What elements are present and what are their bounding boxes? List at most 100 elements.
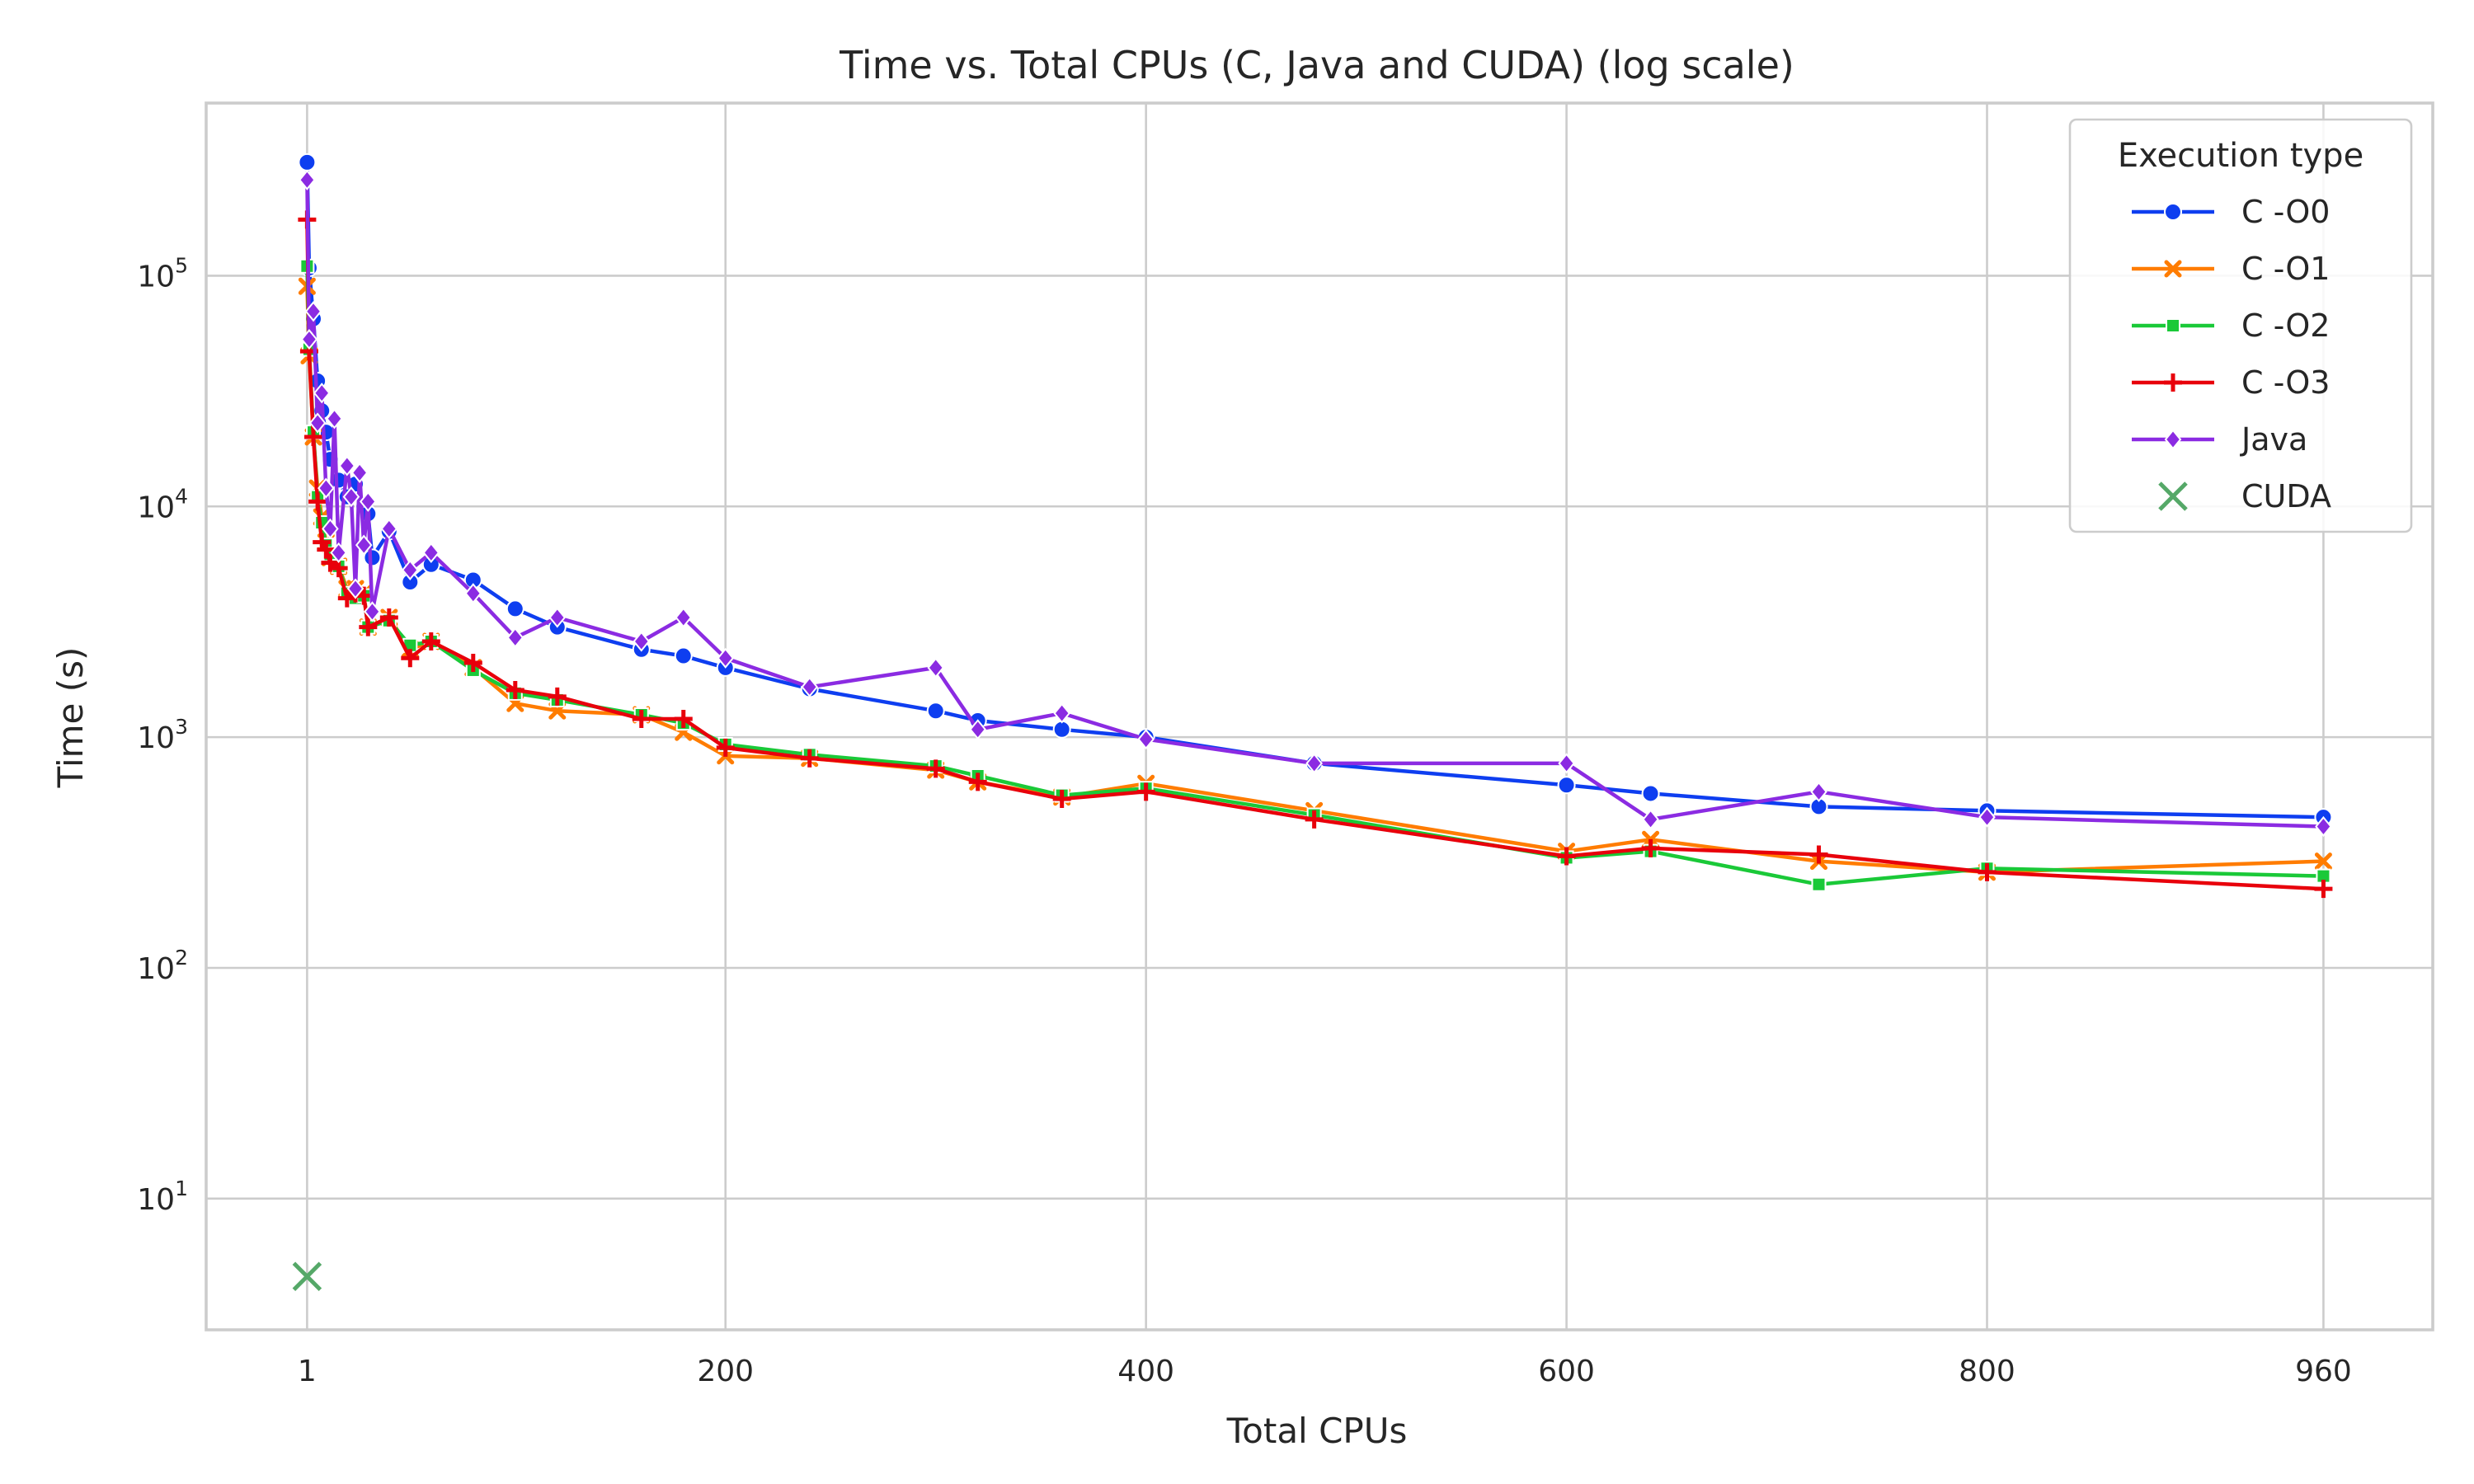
data-point-c-o3 [548,687,567,706]
data-point-java [330,542,347,563]
data-point-c-o2 [1811,876,1827,892]
data-point-c-o0 [1641,784,1660,803]
x-axis-label: Total CPUs [1226,1411,1408,1451]
data-point-c-o3 [800,749,819,768]
grid [206,103,2433,1330]
legend-item-c-o0: C -O0 [2132,194,2330,230]
x-tick-label: 1 [298,1355,317,1388]
data-point-c-o0 [1557,776,1576,795]
data-point-c-o3 [1978,862,1997,881]
data-point-c-o3 [926,759,945,778]
data-point-c-o3 [1809,845,1828,864]
data-point-java [675,607,693,628]
legend-item-java: Java [2132,421,2307,458]
data-point-java [342,486,360,508]
data-point-java [1305,753,1323,774]
data-point-c-o1 [2314,852,2332,871]
data-point-c-o3 [1305,810,1324,829]
legend-swatch-marker [2164,260,2182,278]
data-point-c-o3 [716,738,735,757]
data-point-c-o3 [2314,880,2333,899]
legend-box [2068,118,2413,533]
y-tick-label: 103 [137,715,188,755]
data-point-c-o3 [1052,790,1071,809]
data-point-java [1642,809,1659,830]
legend-item-c-o2: C -O2 [2132,308,2330,344]
data-point-java [506,627,524,648]
data-point-java [326,408,343,430]
data-point-c-o3 [506,680,524,699]
data-point-c-o3 [1136,782,1155,801]
data-point-c-o3 [968,773,987,791]
legend-swatch-marker [2166,318,2180,333]
data-point-c-o3 [632,709,651,728]
data-point-java [969,719,986,740]
data-point-java [1978,806,1996,828]
data-point-java [355,534,373,556]
legend-item-c-o1: C -O1 [2132,251,2330,287]
data-point-java [1558,753,1575,774]
data-point-java [548,607,567,628]
x-tick-label: 800 [1959,1355,2015,1388]
data-point-java [308,412,327,434]
data-point-java [350,462,369,483]
series-java [299,169,2332,838]
data-point-c-o0 [1052,720,1071,739]
legend-swatch-marker [2158,481,2188,511]
data-point-java [1053,702,1070,724]
legend-label: C -O0 [2241,194,2330,230]
data-point-java [927,657,944,679]
legend-swatch-marker [2164,429,2182,450]
data-point-c-o3 [401,649,420,668]
x-tick-label: 200 [697,1355,754,1388]
legend-label: C -O3 [2241,364,2330,401]
data-point-java [300,328,318,350]
x-tick-label: 400 [1117,1355,1174,1388]
plot-frame [205,101,2434,1331]
data-point-java [2315,815,2332,838]
y-tick-label: 102 [137,946,188,986]
legend-swatch-marker [2164,373,2182,392]
data-point-java [338,455,356,477]
data-point-java [360,491,377,512]
data-point-java [1137,729,1155,750]
data-point-java [633,631,651,652]
data-point-java [317,477,335,499]
y-tick-label: 104 [137,484,188,524]
data-point-c-o3 [359,618,378,636]
legend-label: CUDA [2241,478,2331,514]
legend-title: Execution type [2118,137,2363,175]
y-axis-ticks: 101 102 103 104 105 [137,253,188,1216]
data-point-c-o0 [926,702,945,721]
data-point-java [304,301,322,322]
y-axis-label: Time (s) [50,647,91,789]
data-point-c-o3 [1557,847,1576,866]
legend-label: C -O1 [2241,251,2330,287]
data-point-c-o3 [308,492,327,511]
data-point-java [364,601,381,622]
data-point-java [299,169,316,190]
x-tick-label: 600 [1538,1355,1595,1388]
data-point-c-o0 [298,153,317,171]
legend-item-cuda: CUDA [2158,478,2331,514]
y-tick-label: 101 [137,1176,188,1217]
x-axis-ticks: 1 200 400 600 800 960 [298,1355,2352,1388]
data-point-java [422,542,440,563]
data-point-java [313,383,331,404]
data-point-c-o3 [463,653,482,672]
legend-item-c-o3: C -O3 [2132,364,2330,401]
data-point-c-o3 [674,709,693,728]
series-cuda [292,1261,322,1292]
data-point-c-o3 [317,540,336,559]
data-point-c-o0 [506,599,524,618]
data-point-java [1810,781,1827,802]
data-point-java [801,676,819,697]
data-point-c-o3 [379,608,398,627]
data-point-c-o0 [674,646,693,665]
chart-title: Time vs. Total CPUs (C, Java and CUDA) (… [839,43,1794,87]
data-point-c-o3 [304,428,323,447]
data-point-c-o3 [1641,838,1660,857]
legend: Execution type C -O0 C -O1 C -O2 C -O3 Java C… [2068,118,2413,533]
